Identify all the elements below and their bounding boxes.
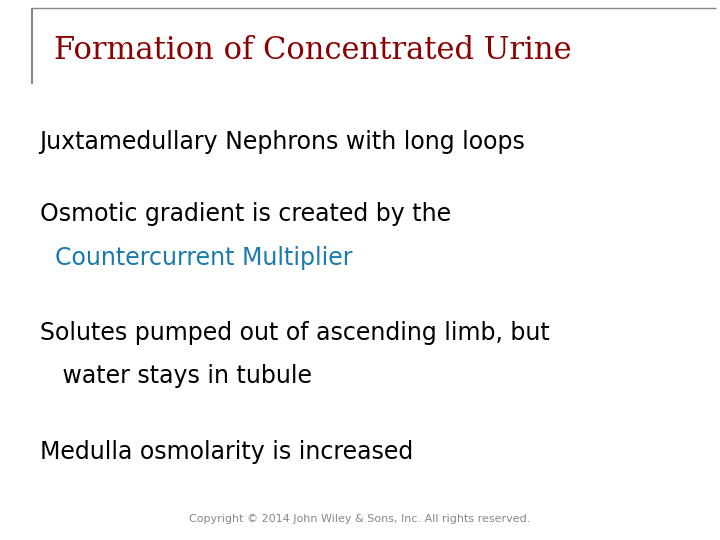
Text: Formation of Concentrated Urine: Formation of Concentrated Urine [54,35,572,66]
Text: Juxtamedullary Nephrons with long loops: Juxtamedullary Nephrons with long loops [40,130,526,153]
Text: water stays in tubule: water stays in tubule [40,364,312,388]
Text: Solutes pumped out of ascending limb, but: Solutes pumped out of ascending limb, bu… [40,321,549,345]
Text: Osmotic gradient is created by the: Osmotic gradient is created by the [40,202,451,226]
Text: Medulla osmolarity is increased: Medulla osmolarity is increased [40,440,413,464]
Text: Countercurrent Multiplier: Countercurrent Multiplier [40,246,352,269]
Text: Copyright © 2014 John Wiley & Sons, Inc. All rights reserved.: Copyright © 2014 John Wiley & Sons, Inc.… [189,514,531,524]
